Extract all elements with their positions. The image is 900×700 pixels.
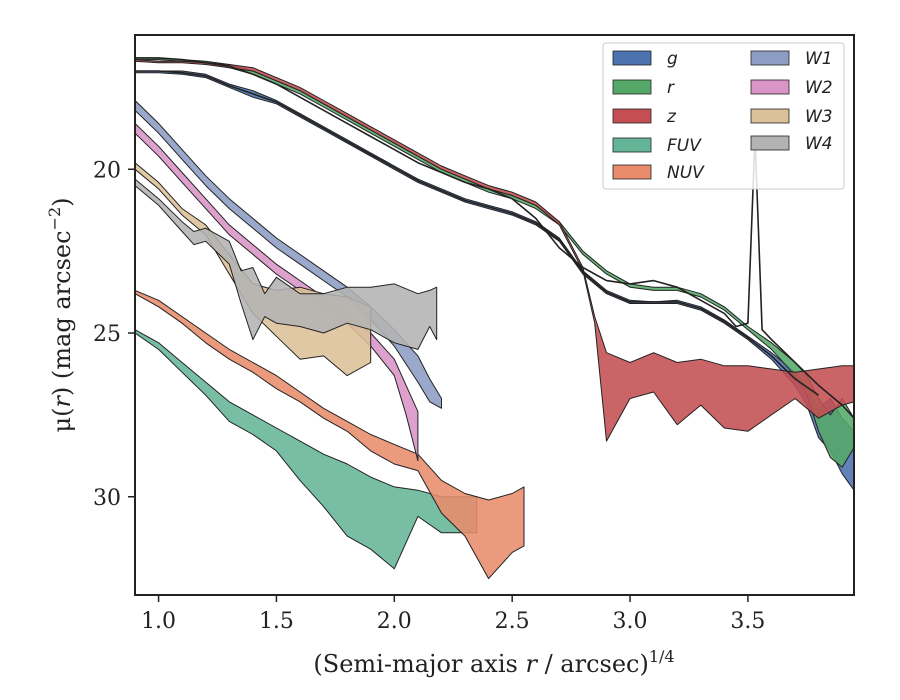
- legend-entry-w4: W4: [750, 134, 833, 154]
- legend-swatch-z: [612, 108, 652, 124]
- legend-label-w3: W3: [805, 107, 833, 127]
- legend-entry-z: z: [612, 107, 677, 127]
- series-band-z: [135, 59, 854, 442]
- legend-box: [602, 42, 845, 190]
- series-band-w4: [135, 178, 438, 350]
- legend-swatch-r: [612, 79, 652, 95]
- legend-swatch-w4: [750, 135, 790, 151]
- legend: g r z FUV NUV W1 W2 W3: [602, 42, 845, 190]
- x-axis-label: (Semi-major axis r / arcsec)1/4: [313, 647, 674, 678]
- x-axis-label-variable: r: [525, 650, 538, 678]
- y-axis-label-variable: r: [48, 395, 76, 408]
- y-tick-label: 20: [93, 158, 121, 183]
- x-tick-label: 3.0: [613, 609, 648, 634]
- legend-swatch-fuv: [612, 137, 652, 153]
- legend-entry-r: r: [612, 78, 675, 98]
- legend-label-z: z: [666, 107, 677, 127]
- y-tick-label: 30: [93, 486, 121, 511]
- x-tick-label: 1.0: [141, 609, 176, 634]
- legend-entry-w2: W2: [750, 78, 833, 98]
- y-axis-ticks: 20 25 30: [93, 158, 135, 511]
- legend-label-w4: W4: [805, 134, 833, 154]
- series-band-g: [135, 70, 854, 491]
- legend-label-g: g: [667, 49, 678, 69]
- legend-entry-fuv: FUV: [612, 136, 702, 156]
- y-axis-label-close: ): [48, 197, 76, 206]
- legend-label-w1: W1: [805, 49, 833, 69]
- plot-frame: [134, 34, 855, 596]
- legend-swatch-g: [612, 50, 652, 66]
- x-tick-label: 2.0: [377, 609, 412, 634]
- legend-swatch-w2: [750, 79, 790, 95]
- x-tick-label: 1.5: [259, 609, 294, 634]
- x-axis-ticks: 1.0 1.5 2.0 2.5 3.0 3.5: [141, 595, 765, 634]
- legend-label-fuv: FUV: [667, 136, 702, 156]
- series-band-w1: [135, 100, 442, 409]
- series-layer: [135, 57, 854, 580]
- legend-swatch-w1: [750, 50, 790, 66]
- legend-label-r: r: [667, 78, 675, 98]
- y-axis-label: μ(r) (mag arcsec−2): [45, 197, 76, 432]
- legend-label-w2: W2: [805, 78, 833, 98]
- series-band-nuv: [135, 289, 525, 580]
- series-band-w2: [135, 122, 419, 462]
- x-tick-label: 3.5: [730, 609, 765, 634]
- legend-entry-w1: W1: [750, 49, 833, 69]
- x-axis-label-main: (Semi-major axis: [313, 650, 525, 678]
- x-axis-label-exponent: 1/4: [649, 647, 675, 666]
- legend-entry-w3: W3: [750, 107, 833, 127]
- legend-swatch-nuv: [612, 164, 652, 180]
- legend-entry-nuv: NUV: [612, 163, 705, 183]
- x-axis-label-tail: / arcsec): [537, 650, 649, 678]
- legend-entry-g: g: [612, 49, 678, 69]
- legend-swatch-w3: [750, 108, 790, 124]
- y-axis-label-main: μ(: [48, 408, 76, 433]
- x-tick-label: 2.5: [495, 609, 530, 634]
- y-axis-label-tail: ) (mag arcsec: [48, 230, 76, 396]
- profile-line-2: [135, 70, 820, 396]
- legend-label-nuv: NUV: [667, 163, 705, 183]
- y-axis-label-exponent: −2: [45, 207, 64, 231]
- y-tick-label: 25: [93, 322, 121, 347]
